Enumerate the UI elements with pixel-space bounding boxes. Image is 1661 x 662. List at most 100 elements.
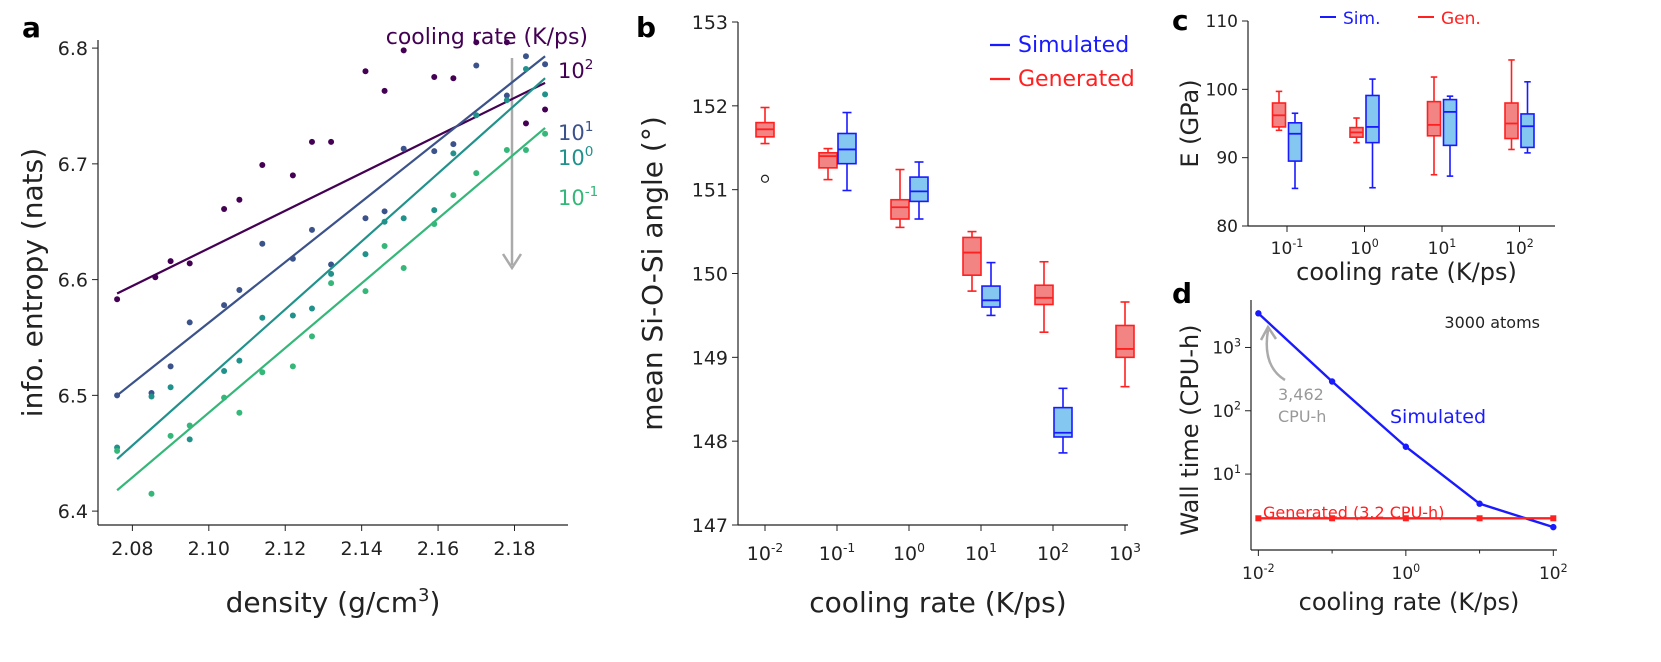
panel-d-point xyxy=(1402,515,1409,522)
panel-a-point xyxy=(503,92,510,99)
panel-d-x-tick-label: 100 xyxy=(1392,562,1421,584)
panel-b-x-tick-label: 10-1 xyxy=(819,541,856,565)
panel-a-point xyxy=(400,47,407,54)
panel-a-point xyxy=(473,39,480,46)
panel-b-box xyxy=(1115,324,1135,359)
panel-b-x-tick-label: 101 xyxy=(965,541,997,565)
panel-a-point xyxy=(289,363,296,370)
panel-c-y-tick-label: 90 xyxy=(1216,149,1238,169)
panel-a-arrow-head xyxy=(501,253,523,271)
panel-a-point xyxy=(542,61,549,68)
panel-a-fit-line xyxy=(116,77,546,460)
panel-b-legend-label: Generated xyxy=(1018,67,1135,92)
panel-a-point xyxy=(308,138,315,145)
panel-a-point xyxy=(400,215,407,222)
panel-d-x-tick-label: 10-2 xyxy=(1242,562,1275,584)
panel-a-point xyxy=(381,243,388,250)
panel-a-point xyxy=(221,368,228,375)
panel-a-x-tick-label: 2.16 xyxy=(417,538,459,560)
panel-a-point xyxy=(114,447,121,454)
panel-c-x-tick-label: 100 xyxy=(1350,237,1379,259)
panel-d-y-tick-label: 103 xyxy=(1212,336,1241,358)
panel-a-point xyxy=(308,226,315,233)
panel-a-point xyxy=(473,62,480,69)
panel-a-point xyxy=(236,357,243,364)
panel-c-letter: c xyxy=(1172,4,1189,37)
panel-b-box xyxy=(962,236,982,276)
panel-c-box xyxy=(1287,122,1303,162)
panel-a-point xyxy=(221,205,228,212)
panel-a-point xyxy=(221,302,228,309)
panel-a-point xyxy=(431,148,438,155)
panel-b-x-tick-label: 102 xyxy=(1037,541,1069,565)
panel-c-box xyxy=(1365,94,1380,144)
panel-c-box xyxy=(1426,100,1442,137)
panel-a-point xyxy=(152,274,159,281)
panel-d-point xyxy=(1550,515,1557,522)
panel-a-series-label: 101 xyxy=(558,119,593,145)
panel-d-annotation-arrow xyxy=(1265,329,1286,382)
panel-d-x-label: cooling rate (K/ps) xyxy=(1299,588,1520,616)
panel-a-point xyxy=(328,280,335,287)
panel-b-x-tick-label: 103 xyxy=(1109,541,1141,565)
panel-a-point xyxy=(236,409,243,416)
panel-a-point xyxy=(114,392,121,399)
panel-a-series-label: 10-1 xyxy=(558,184,598,210)
panel-b-box xyxy=(1034,284,1054,306)
panel-a-point xyxy=(289,312,296,319)
panel-a-point xyxy=(381,218,388,225)
panel-a-x-tick-label: 2.18 xyxy=(493,538,535,560)
panel-d-x-tick-label: 102 xyxy=(1539,562,1568,584)
panel-d-y-tick-label: 101 xyxy=(1212,463,1241,485)
panel-a-point xyxy=(400,145,407,152)
panel-a-point xyxy=(236,196,243,203)
panel-c-x-tick-label: 101 xyxy=(1428,237,1457,259)
panel-b-flier xyxy=(760,174,770,183)
panel-a-point xyxy=(148,490,155,497)
panel-d-series-label: Generated (3.2 CPU-h) xyxy=(1263,503,1444,522)
panel-a-point xyxy=(362,68,369,75)
panel-a-y-label: info. entropy (nats) xyxy=(16,148,49,417)
panel-d-annotation-arrow-head xyxy=(1259,324,1278,341)
panel-c-box xyxy=(1520,113,1535,149)
panel-d-point xyxy=(1329,515,1336,522)
panel-a-point xyxy=(328,138,335,145)
panel-a-point xyxy=(167,432,174,439)
panel-a-point xyxy=(236,287,243,294)
panel-a-point xyxy=(450,192,457,199)
panel-d-y-tick-label: 102 xyxy=(1212,400,1241,422)
panel-c-legend-label: Gen. xyxy=(1441,9,1481,29)
panel-a-point xyxy=(259,240,266,247)
panel-c-y-label: E (GPa) xyxy=(1176,79,1204,167)
panel-d-annotation-value: 3,462 xyxy=(1278,385,1324,404)
panel-d-point xyxy=(1476,515,1483,522)
panel-a-point xyxy=(503,97,510,104)
panel-a-point xyxy=(431,207,438,214)
panel-a-point xyxy=(186,260,193,267)
panel-a-point xyxy=(362,251,369,258)
panel-a-point xyxy=(148,393,155,400)
panel-a-point xyxy=(450,150,457,157)
panel-b-y-tick-label: 152 xyxy=(692,96,728,118)
panel-a-series-label: 100 xyxy=(558,144,593,170)
panel-a-y-tick-label: 6.8 xyxy=(58,38,88,60)
panel-c-x-label: cooling rate (K/ps) xyxy=(1296,258,1517,286)
panel-c-y-tick-label: 100 xyxy=(1206,80,1238,100)
panel-a-point xyxy=(522,65,529,72)
panel-c-y-tick-label: 80 xyxy=(1216,217,1238,237)
panel-a-point xyxy=(450,75,457,82)
panel-a-point xyxy=(328,270,335,277)
panel-b-box xyxy=(1053,406,1073,438)
panel-a-point xyxy=(362,288,369,295)
panel-d-point xyxy=(1402,443,1410,450)
panel-d-point xyxy=(1476,500,1483,507)
panel-a-point xyxy=(167,384,174,391)
panel-b-letter: b xyxy=(636,11,656,44)
panel-b-chart: 147 148 149 150 151 152 153 10-2 10-1 100 101 102 10… xyxy=(636,12,1141,619)
panel-a-fit-line xyxy=(116,81,546,295)
panel-b-x-label: cooling rate (K/ps) xyxy=(809,586,1066,619)
panel-c-box xyxy=(1504,102,1519,140)
panel-a-point xyxy=(308,333,315,340)
panel-a-point xyxy=(259,369,266,376)
